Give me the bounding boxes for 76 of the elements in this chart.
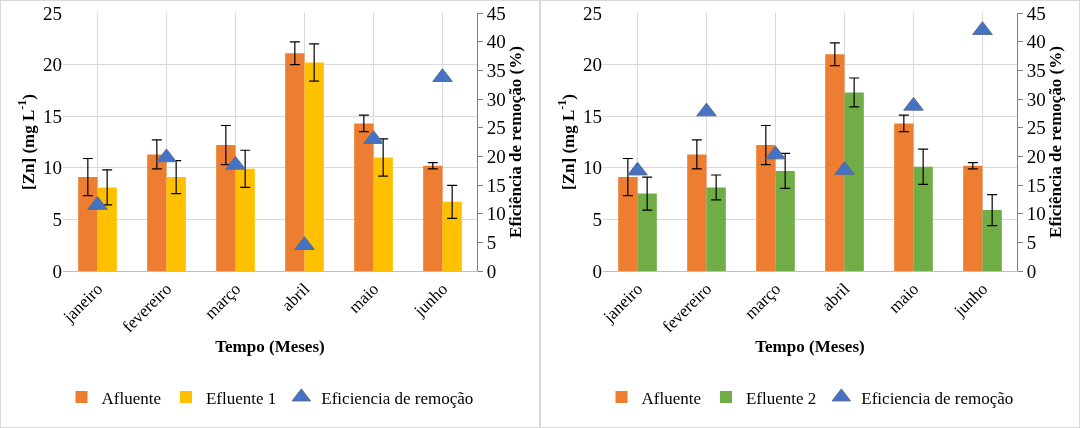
y2-tick-label: 25 — [1026, 117, 1046, 139]
bar — [423, 165, 443, 271]
point — [156, 148, 177, 163]
y2-tick-label: 35 — [486, 59, 506, 81]
y2-tick-label: 10 — [1026, 203, 1046, 225]
point — [765, 145, 786, 160]
y-tick-label: 10 — [43, 157, 62, 179]
y-tick-label: 10 — [583, 157, 602, 179]
y2-tick-label: 15 — [1026, 174, 1046, 196]
bar — [442, 201, 462, 271]
bar — [982, 210, 1002, 271]
y2-tick-label: 40 — [486, 31, 506, 53]
bar — [825, 54, 845, 271]
y2-tick-label: 20 — [1026, 145, 1046, 167]
legend-label: Afluente — [101, 388, 161, 408]
y-tick-label: 20 — [43, 54, 62, 76]
y-tick-label: 15 — [583, 105, 602, 127]
bar — [235, 168, 255, 271]
bar — [373, 157, 393, 271]
bar — [687, 154, 707, 271]
y2-axis-title: Eficiência de remoção (%) — [1045, 46, 1065, 238]
x-tick-label: abril — [817, 279, 854, 315]
y2-tick-label: 30 — [1026, 88, 1046, 110]
bar — [706, 187, 726, 271]
point — [696, 102, 717, 117]
legend-label: Afluente — [641, 388, 701, 408]
bar — [216, 145, 236, 271]
y2-axis-title: Eficiência de remoção (%) — [505, 46, 525, 238]
bar — [894, 123, 914, 271]
x-tick-label: abril — [277, 279, 314, 315]
y2-tick-label: 30 — [486, 88, 506, 110]
y2-tick-label: 45 — [486, 2, 506, 24]
y2-tick-label: 40 — [1026, 31, 1046, 53]
y2-tick-label: 10 — [486, 203, 506, 225]
bar — [618, 177, 638, 271]
x-tick-label: maio — [884, 279, 923, 317]
y2-tick-label: 35 — [1026, 59, 1046, 81]
y-tick-label: 25 — [583, 2, 602, 24]
point — [903, 96, 924, 111]
bar — [756, 145, 776, 271]
bar — [637, 193, 657, 271]
bar — [963, 165, 983, 271]
y2-tick-label: 15 — [486, 174, 506, 196]
y2-tick-label: 20 — [486, 145, 506, 167]
y2-tick-label: 5 — [486, 231, 497, 253]
x-tick-label: maio — [344, 279, 383, 317]
y-tick-label: 0 — [52, 260, 62, 282]
bar — [78, 177, 98, 271]
bar — [285, 53, 305, 271]
bar — [354, 123, 374, 271]
x-axis-title: Tempo (Meses) — [755, 336, 865, 356]
bar — [97, 187, 117, 271]
point — [225, 155, 246, 170]
y2-tick-label: 45 — [1026, 2, 1046, 24]
bar — [304, 62, 324, 271]
y2-tick-label: 25 — [486, 117, 506, 139]
legend-label: Efluente 1 — [205, 388, 277, 408]
bar — [166, 177, 186, 271]
x-axis-title: Tempo (Meses) — [215, 336, 325, 356]
y-tick-label: 0 — [592, 260, 602, 282]
y-tick-label: 5 — [52, 209, 62, 231]
legend-label: Eficiencia de remoção — [321, 388, 474, 408]
y-tick-label: 25 — [43, 2, 62, 24]
y2-tick-label: 5 — [1026, 231, 1037, 253]
y-tick-label: 15 — [43, 105, 62, 127]
point — [627, 161, 648, 176]
legend-label: Eficiencia de remoção — [861, 388, 1014, 408]
y-tick-label: 20 — [583, 54, 602, 76]
bar — [775, 170, 795, 271]
y-tick-label: 5 — [592, 209, 602, 231]
y2-tick-label: 0 — [1026, 260, 1037, 282]
bar — [844, 92, 864, 271]
bar — [147, 154, 167, 271]
bar — [913, 166, 933, 271]
y2-tick-label: 0 — [486, 260, 497, 282]
legend-label: Efluente 2 — [745, 388, 817, 408]
